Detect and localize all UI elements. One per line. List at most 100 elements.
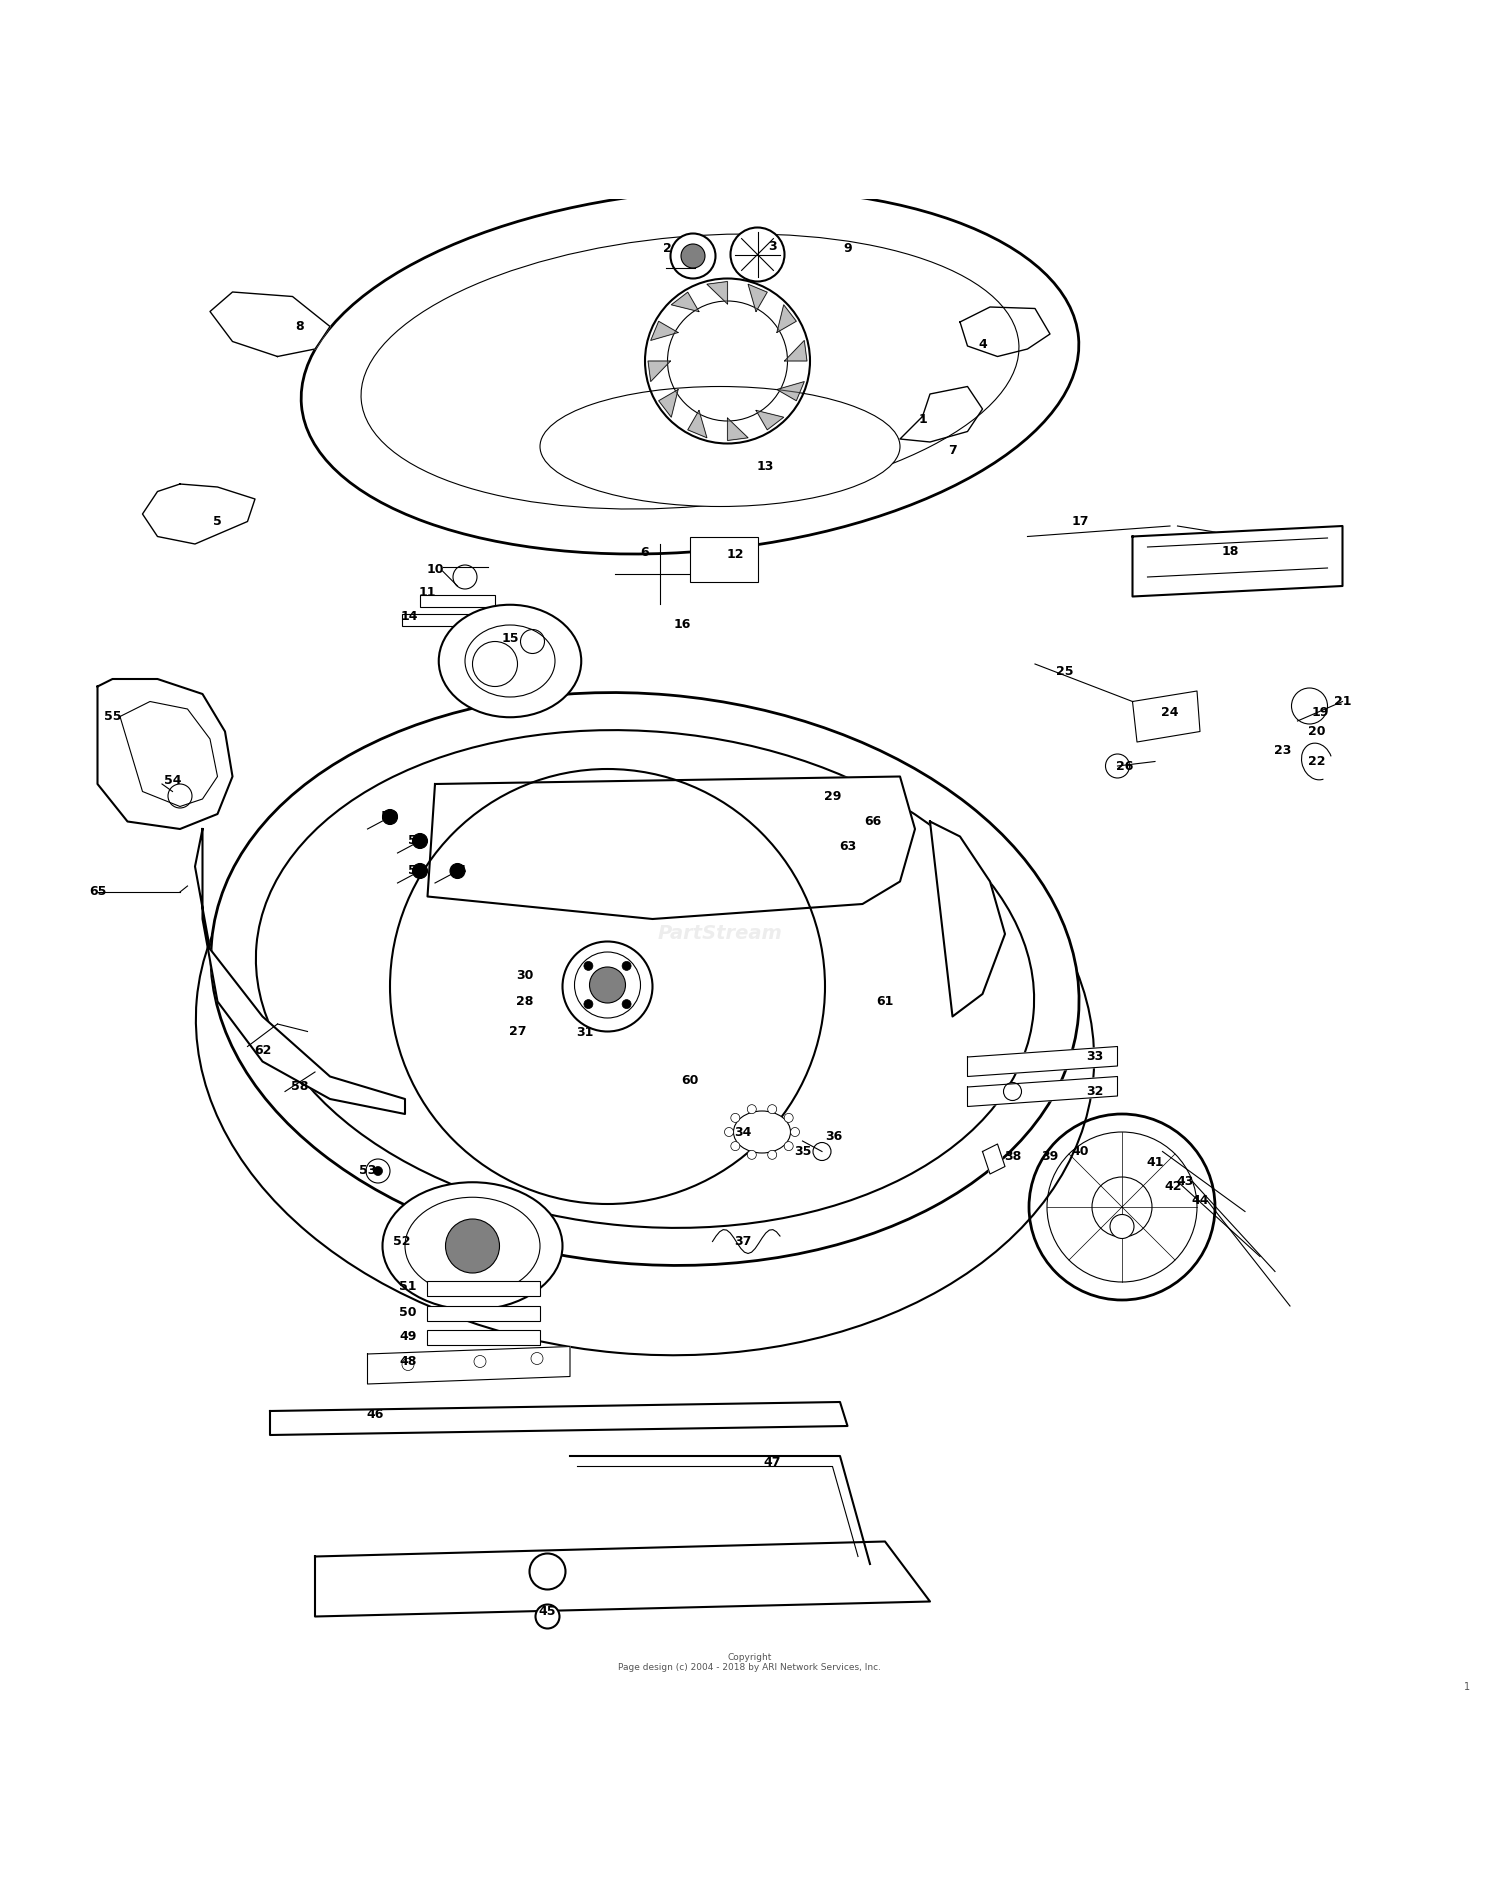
Ellipse shape (540, 387, 900, 507)
Polygon shape (1132, 691, 1200, 742)
Text: 2: 2 (663, 243, 672, 254)
Text: 1: 1 (1464, 1682, 1470, 1691)
Circle shape (446, 1219, 500, 1274)
Polygon shape (777, 381, 804, 400)
Text: 56: 56 (408, 864, 426, 877)
Circle shape (584, 1000, 592, 1008)
Text: 38: 38 (1004, 1150, 1022, 1162)
Text: 64: 64 (448, 864, 466, 877)
Polygon shape (748, 285, 766, 311)
Text: 44: 44 (1191, 1194, 1209, 1207)
Text: 18: 18 (1221, 545, 1239, 558)
Text: 26: 26 (1116, 759, 1134, 772)
FancyBboxPatch shape (427, 1355, 540, 1370)
Text: 42: 42 (1164, 1179, 1182, 1192)
Text: 40: 40 (1071, 1144, 1089, 1158)
Circle shape (413, 864, 428, 879)
Text: 46: 46 (366, 1408, 384, 1420)
Text: 14: 14 (400, 609, 418, 623)
Text: 48: 48 (399, 1355, 417, 1368)
Text: 13: 13 (756, 459, 774, 473)
Text: 8: 8 (296, 321, 304, 332)
Text: 55: 55 (104, 710, 122, 723)
Polygon shape (706, 281, 728, 304)
Text: 37: 37 (734, 1236, 752, 1249)
Text: 22: 22 (1308, 755, 1326, 769)
Text: 9: 9 (843, 243, 852, 254)
Text: 63: 63 (839, 841, 856, 854)
Text: 10: 10 (426, 564, 444, 575)
Text: 23: 23 (1274, 744, 1292, 757)
Text: 60: 60 (681, 1074, 699, 1088)
Polygon shape (210, 292, 330, 357)
Text: 33: 33 (1086, 1050, 1104, 1063)
Circle shape (730, 1141, 740, 1150)
Circle shape (747, 1150, 756, 1160)
Polygon shape (728, 418, 748, 440)
Text: 52: 52 (393, 1236, 411, 1249)
Text: 28: 28 (516, 995, 534, 1008)
Text: 4: 4 (978, 338, 987, 351)
Text: PartStream: PartStream (657, 924, 783, 943)
Text: 35: 35 (794, 1144, 812, 1158)
Circle shape (536, 1604, 560, 1628)
Text: 29: 29 (824, 790, 842, 803)
Circle shape (590, 966, 626, 1002)
Text: 43: 43 (1176, 1175, 1194, 1188)
Text: 62: 62 (254, 1044, 272, 1057)
Circle shape (768, 1105, 777, 1114)
Ellipse shape (196, 723, 1094, 1355)
FancyBboxPatch shape (427, 1330, 540, 1346)
Text: 39: 39 (1041, 1150, 1059, 1162)
Circle shape (574, 953, 640, 1017)
Polygon shape (315, 1541, 930, 1617)
Polygon shape (672, 292, 699, 311)
Ellipse shape (465, 624, 555, 697)
Polygon shape (427, 776, 915, 919)
Text: 11: 11 (419, 585, 436, 598)
Polygon shape (960, 307, 1050, 357)
Circle shape (790, 1127, 800, 1137)
Text: 61: 61 (876, 995, 894, 1008)
Polygon shape (195, 829, 405, 1114)
Circle shape (622, 962, 632, 970)
Text: 16: 16 (674, 619, 692, 632)
Text: 65: 65 (88, 886, 106, 898)
Text: 34: 34 (734, 1126, 752, 1139)
Polygon shape (900, 387, 983, 442)
Text: 1: 1 (918, 414, 927, 425)
Text: 54: 54 (164, 774, 182, 788)
Circle shape (584, 962, 592, 970)
Circle shape (474, 1355, 486, 1367)
Text: 12: 12 (726, 549, 744, 562)
Text: 58: 58 (291, 1080, 309, 1093)
Text: 3: 3 (768, 241, 777, 254)
Circle shape (784, 1141, 794, 1150)
Ellipse shape (734, 1110, 790, 1152)
Text: Copyright
Page design (c) 2004 - 2018 by ARI Network Services, Inc.: Copyright Page design (c) 2004 - 2018 by… (618, 1653, 882, 1672)
Ellipse shape (440, 605, 582, 717)
Polygon shape (270, 1403, 847, 1435)
Text: 27: 27 (509, 1025, 526, 1038)
Text: 17: 17 (1071, 514, 1089, 528)
Circle shape (730, 1114, 740, 1122)
Polygon shape (1132, 526, 1342, 596)
Circle shape (622, 1000, 632, 1008)
Circle shape (530, 1553, 566, 1589)
Circle shape (724, 1127, 734, 1137)
Polygon shape (982, 1144, 1005, 1175)
Text: 15: 15 (501, 632, 519, 645)
Ellipse shape (405, 1198, 540, 1294)
Text: 7: 7 (948, 444, 957, 457)
Text: 36: 36 (825, 1129, 843, 1143)
Ellipse shape (302, 190, 1078, 554)
Text: 31: 31 (576, 1027, 594, 1040)
Circle shape (413, 833, 428, 848)
Text: 19: 19 (1311, 706, 1329, 719)
Polygon shape (142, 484, 255, 545)
Text: 66: 66 (864, 814, 882, 828)
Ellipse shape (382, 1182, 562, 1310)
Text: 59: 59 (381, 810, 399, 824)
Polygon shape (368, 1346, 570, 1384)
Circle shape (747, 1105, 756, 1114)
